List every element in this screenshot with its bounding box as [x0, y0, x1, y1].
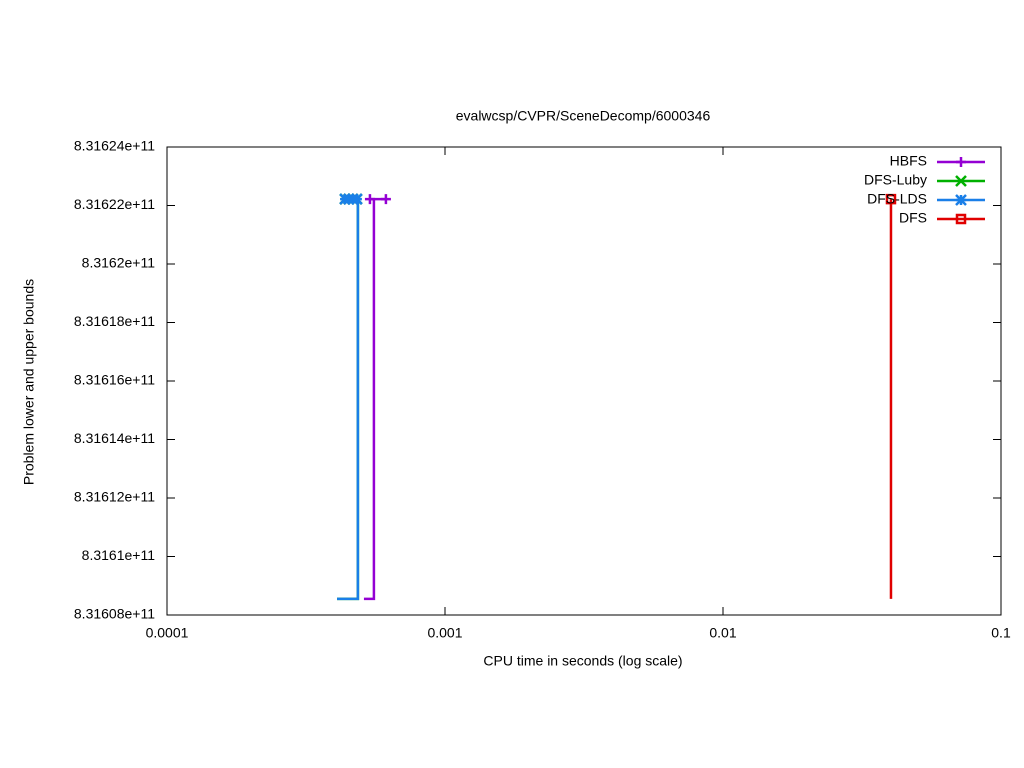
series-line — [337, 199, 360, 601]
series-line — [363, 199, 376, 601]
y-tick-label: 8.31622e+11 — [74, 196, 155, 212]
legend-label: HBFS — [890, 153, 927, 169]
y-tick-label: 8.3161e+11 — [82, 547, 156, 563]
x-tick-label: 0.0001 — [146, 625, 189, 641]
y-tick-label: 8.31624e+11 — [74, 138, 155, 154]
legend-label: DFS-Luby — [864, 172, 927, 188]
y-tick-label: 8.3162e+11 — [82, 255, 156, 271]
legend-marker — [955, 194, 967, 206]
plot-frame — [166, 146, 1002, 616]
y-tick-label: 8.31608e+11 — [74, 606, 155, 622]
legend-label: DFS-LDS — [867, 191, 927, 207]
y-tick-label: 8.31616e+11 — [74, 372, 155, 388]
x-tick-label: 0.1 — [991, 625, 1011, 641]
legend-marker — [955, 175, 967, 187]
legend-label: DFS — [899, 210, 927, 226]
data-point — [351, 193, 363, 205]
y-tick-label: 8.31614e+11 — [74, 430, 155, 446]
series-line — [337, 199, 360, 601]
chart-title: evalwcsp/CVPR/SceneDecomp/6000346 — [456, 108, 711, 124]
x-axis-label: CPU time in seconds (log scale) — [483, 653, 682, 669]
x-tick-label: 0.01 — [709, 625, 736, 641]
legend-marker — [955, 213, 967, 225]
y-tick-label: 8.31612e+11 — [74, 489, 155, 505]
data-point — [380, 194, 391, 205]
data-point — [364, 194, 375, 205]
y-tick-label: 8.31618e+11 — [74, 313, 155, 329]
x-tick-label: 0.001 — [427, 625, 462, 641]
legend-marker — [956, 157, 966, 167]
data-point — [885, 193, 897, 205]
y-axis-label: Problem lower and upper bounds — [21, 279, 37, 485]
